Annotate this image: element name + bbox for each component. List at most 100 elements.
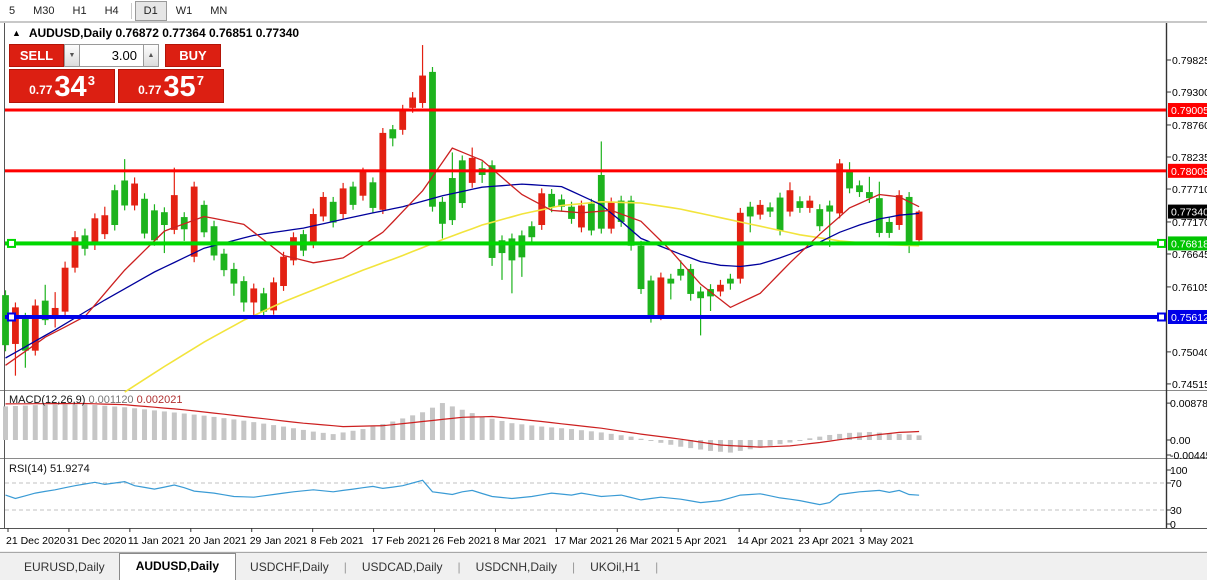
macd-histogram-bar [658,440,664,443]
tab-usdchf[interactable]: USDCHF,Daily [250,560,329,574]
macd-histogram-bar [92,405,98,440]
timeframe-button-m30[interactable]: M30 [33,4,55,17]
candle-body [2,295,9,346]
macd-tick-label: 0.00 [1170,435,1191,447]
macd-histogram-bar [191,414,197,440]
macd-histogram-bar [281,426,287,440]
tab-separator: | [343,560,347,574]
macd-histogram-bar [797,440,803,441]
timeframe-button-5[interactable]: 5 [9,4,16,17]
macd-histogram-bar [747,440,753,450]
rsi-tick-label: 100 [1170,465,1188,477]
volume-input[interactable] [80,44,143,67]
date-tick-label: 21 Dec 2020 [6,535,66,547]
candle-body [121,180,129,206]
tab-eurusd[interactable]: EURUSD,Daily [24,560,105,574]
level-line-handle[interactable] [7,238,16,248]
macd-value: 0.001120 [88,394,134,406]
candle-body [836,163,844,214]
ohlc-low: 0.76851 [208,26,253,40]
macd-histogram-bar [469,413,475,440]
candle-body [280,256,287,287]
candle-body [190,186,198,257]
level-line-handle[interactable] [1157,238,1166,248]
price-badge-label: 0.75612 [1171,312,1207,324]
macd-histogram-bar [370,426,376,440]
timeframe-button-h4[interactable]: H4 [104,4,119,17]
macd-histogram-bar [886,433,892,440]
sell-price-sup: 3 [87,73,95,88]
candle-body [726,278,734,284]
level-line-handle[interactable] [1157,312,1166,322]
candle-body [329,201,337,223]
candle-body [389,129,397,139]
candle-body [498,240,506,254]
sell-price-button[interactable]: 0.77 34 3 [9,69,115,103]
horizontal-level-line[interactable] [5,314,1166,319]
macd-histogram-bar [290,428,296,440]
sell-button[interactable]: SELL [9,44,64,67]
macd-histogram-bar [608,433,614,440]
candle-body [21,317,29,351]
candle-body [141,198,148,234]
candle-body [607,202,615,229]
horizontal-level-line[interactable] [5,169,1166,173]
macd-histogram-bar [241,420,247,440]
collapse-triangle-icon[interactable]: ▲ [12,28,21,38]
macd-histogram-bar [271,425,277,440]
candle-body [786,190,794,212]
price-badge-label: 0.76818 [1171,238,1207,250]
candle-body [250,288,258,303]
ma-fast-line [5,147,920,366]
date-tick-label: 17 Feb 2021 [372,535,431,547]
macd-histogram-bar [12,405,18,440]
tab-ukoil[interactable]: UKOil,H1 [590,560,641,574]
macd-histogram-bar [787,440,793,443]
buy-price-button[interactable]: 0.77 35 7 [118,69,224,103]
candle-body [637,245,645,290]
macd-histogram-bar [727,440,733,453]
chart-title: ▲ AUDUSD,Daily 0.76872 0.77364 0.76851 0… [12,26,299,40]
candle-body [816,209,824,227]
macd-histogram-bar [569,429,575,440]
candle-body [677,268,685,276]
candle-body [71,237,79,268]
macd-histogram-bar [132,408,138,440]
timeframe-button-mn[interactable]: MN [210,4,228,17]
toolbar-separator [130,2,132,19]
tab-usdcad[interactable]: USDCAD,Daily [361,560,443,574]
horizontal-level-line[interactable] [5,241,1166,246]
chart-canvas[interactable]: 0.798250.793000.787600.782350.777100.771… [0,0,1207,552]
volume-increase-button[interactable]: ▲ [143,44,159,67]
buy-button[interactable]: BUY [165,44,221,67]
sell-price-prefix: 0.77 [29,83,53,97]
horizontal-level-line[interactable] [5,108,1166,112]
candle-body [697,291,704,299]
timeframe-button-h1[interactable]: H1 [72,4,87,17]
candle-body [458,160,466,204]
macd-histogram-bar [777,440,783,445]
price-tick-label: 0.78760 [1172,120,1207,132]
rsi-tick-label: 0 [1170,519,1176,531]
price-badge-label: 0.77340 [1171,207,1207,219]
candle-body [151,210,158,241]
candle-body [160,212,168,226]
tab-audusd[interactable]: AUDUSD,Daily [118,553,237,580]
candle-body [290,237,297,261]
timeframe-button-d1[interactable]: D1 [134,0,167,21]
macd-histogram-bar [390,421,396,440]
tab-usdcnh[interactable]: USDCNH,Daily [475,560,558,574]
macd-histogram-bar [876,432,882,440]
timeframe-button-w1[interactable]: W1 [175,4,193,17]
candle-body [806,200,814,208]
macd-histogram-bar [400,418,406,440]
candle-body [349,186,357,205]
volume-decrease-button[interactable]: ▼ [64,44,80,67]
buy-price-sup: 7 [196,73,204,88]
rsi-tick-label: 30 [1170,505,1182,517]
candle-body [429,71,436,207]
price-badge [1168,309,1207,324]
level-line-handle[interactable] [7,312,16,322]
price-tick-label: 0.75040 [1172,347,1207,359]
candle-body [717,284,724,292]
